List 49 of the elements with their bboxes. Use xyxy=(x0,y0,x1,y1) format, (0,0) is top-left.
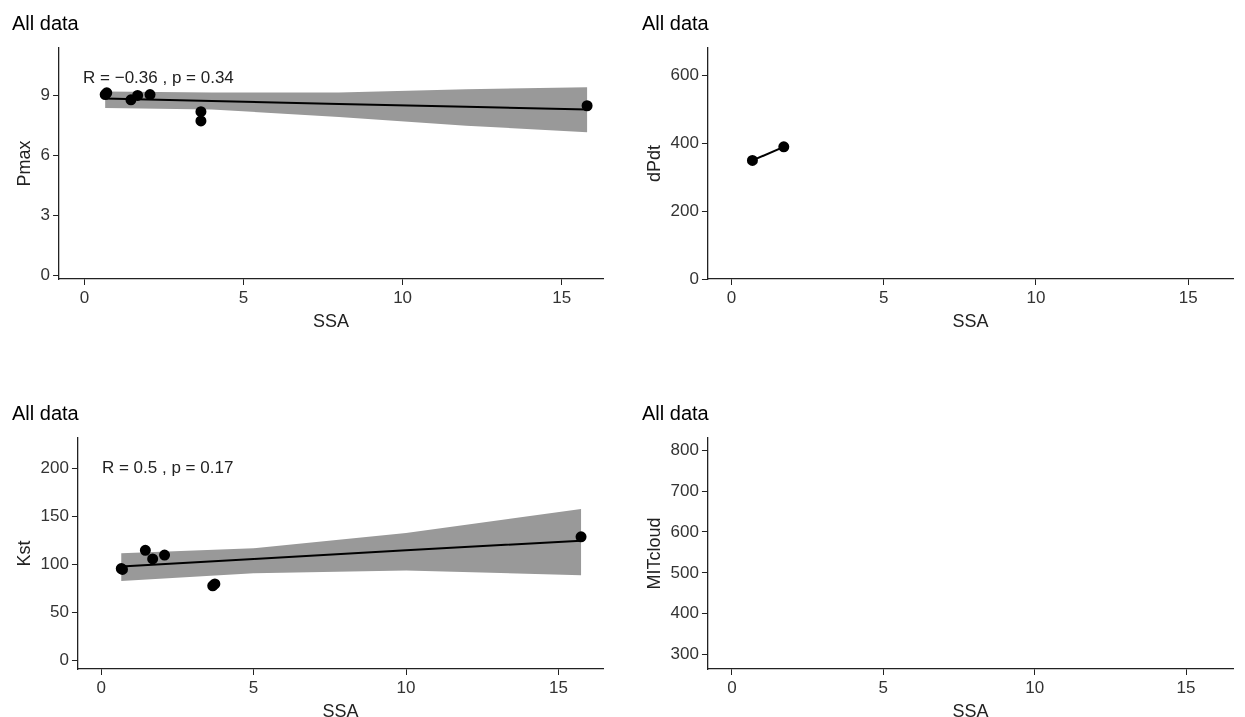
chart-title: All data xyxy=(12,401,80,424)
chart-title: All data xyxy=(12,11,80,34)
y-tick-label: 9 xyxy=(40,85,51,105)
x-axis-title: SSA xyxy=(313,311,350,332)
y-tick-label: 100 xyxy=(40,554,69,574)
x-tick-label: 15 xyxy=(549,677,568,697)
x-tick-label: 10 xyxy=(1026,287,1046,307)
chart-title: All data xyxy=(642,11,710,34)
x-axis-title: SSA xyxy=(952,311,989,332)
y-tick-label: 50 xyxy=(50,602,69,622)
y-tick-label: 400 xyxy=(670,132,699,152)
y-tick-label: 200 xyxy=(40,458,69,478)
x-tick-label: 5 xyxy=(878,677,889,697)
x-axis-title: SSA xyxy=(952,701,989,717)
y-axis-title: dPdt xyxy=(643,144,664,183)
x-axis-title: SSA xyxy=(322,701,359,717)
y-tick-label: 0 xyxy=(689,268,699,288)
y-tick-label: 400 xyxy=(670,603,699,623)
chart-title: All data xyxy=(642,401,710,424)
x-tick-label: 0 xyxy=(96,677,106,697)
annotation: R = −0.36 , p = 0.34 xyxy=(83,67,234,87)
x-tick-label: 15 xyxy=(1176,677,1196,697)
x-tick-label: 5 xyxy=(878,287,889,307)
y-axis-title: Pmax xyxy=(13,140,34,187)
y-tick-label: 0 xyxy=(59,650,69,670)
x-tick-label: 15 xyxy=(552,287,572,307)
x-tick-label: 10 xyxy=(396,677,416,697)
y-tick-label: 600 xyxy=(670,521,699,541)
y-tick-label: 800 xyxy=(670,439,699,459)
y-tick-label: 500 xyxy=(670,562,699,582)
x-tick-label: 0 xyxy=(79,287,90,307)
x-tick-label: 0 xyxy=(726,287,737,307)
y-tick-label: 150 xyxy=(40,506,69,526)
y-tick-label: 3 xyxy=(40,204,51,224)
x-tick-label: 5 xyxy=(238,287,249,307)
y-axis-title: Kst xyxy=(13,540,34,567)
y-axis-title: MITcloud xyxy=(643,517,664,590)
x-tick-label: 10 xyxy=(393,287,413,307)
y-tick-label: 700 xyxy=(670,480,699,500)
y-tick-label: 600 xyxy=(670,64,699,84)
x-tick-label: 5 xyxy=(248,677,259,697)
y-tick-label: 200 xyxy=(670,200,699,220)
annotation: R = 0.5 , p = 0.17 xyxy=(101,457,234,477)
x-tick-label: 15 xyxy=(1178,287,1198,307)
y-tick-label: 300 xyxy=(670,644,699,664)
x-tick-label: 10 xyxy=(1025,677,1045,697)
x-tick-label: 0 xyxy=(727,677,737,697)
y-tick-label: 6 xyxy=(40,145,51,165)
y-tick-label: 0 xyxy=(40,264,51,284)
